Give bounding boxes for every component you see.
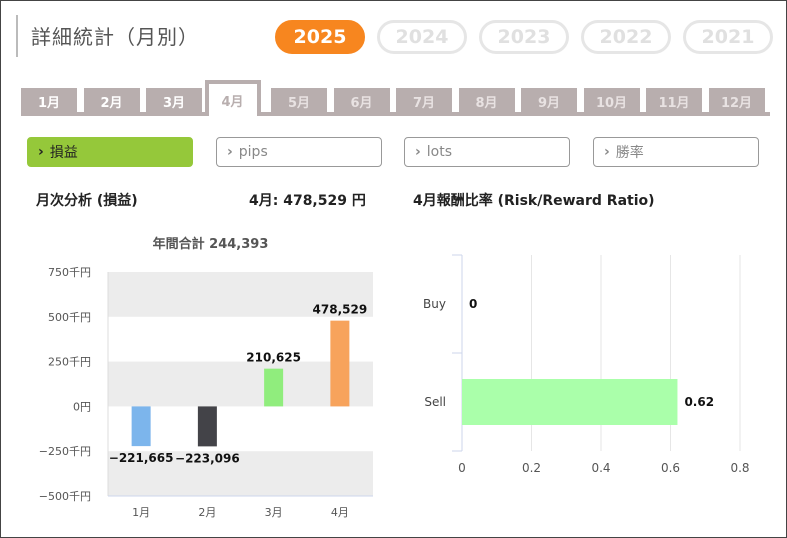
year-pill-2025[interactable]: 2025 <box>275 20 365 54</box>
data-label: −223,096 <box>175 451 240 465</box>
x-tick-label: 3月 <box>265 506 283 519</box>
x-tick-label: 4月 <box>331 506 349 519</box>
y-tick-label: −250千円 <box>39 445 91 458</box>
year-pill-2024[interactable]: 2024 <box>377 20 467 54</box>
grid-band <box>108 451 373 496</box>
month-tabs-baseline <box>21 112 770 116</box>
grid-band <box>108 361 373 407</box>
y-tick-label: 750千円 <box>48 266 91 279</box>
x-tick-label: 2月 <box>198 506 216 519</box>
bar-2[interactable] <box>197 406 217 447</box>
category-label: Buy <box>423 297 446 311</box>
chevron-right-icon: › <box>604 144 610 160</box>
risk-reward-heading: 4月報酬比率 (Risk/Reward Ratio) <box>413 193 655 209</box>
metric-button-win-rate[interactable]: › 勝率 <box>593 137 759 167</box>
bar-4[interactable] <box>330 320 350 407</box>
metric-label: lots <box>426 144 453 160</box>
grid-band <box>108 272 373 317</box>
y-tick-label: 500千円 <box>48 311 91 324</box>
x-tick-label: 0 <box>458 461 466 475</box>
month-tab-3[interactable]: 3月 <box>146 88 202 114</box>
month-tab-12[interactable]: 12月 <box>708 88 765 114</box>
month-tab-5[interactable]: 5月 <box>271 88 327 114</box>
data-label: 0.62 <box>684 395 714 409</box>
monthly-pnl-chart: 年間合計 244,393 750千円 500千円 250千円 0円 −250千円 −500千… <box>39 236 373 519</box>
title-accent-bar <box>16 15 18 57</box>
x-tick-label: 0.4 <box>591 461 610 475</box>
chevron-right-icon: › <box>415 144 421 160</box>
month-tab-8[interactable]: 8月 <box>458 88 515 114</box>
bar-1[interactable] <box>131 406 151 447</box>
month-tab-1[interactable]: 1月 <box>21 88 77 114</box>
month-tabs: 1月 2月 3月 4月 5月 6月 7月 8月 9月 10月 11月 12月 <box>21 80 770 116</box>
metric-label: 損益 <box>49 145 78 161</box>
page-title: 詳細統計（月別） <box>31 25 199 49</box>
metric-label: pips <box>238 144 268 160</box>
category-label: Sell <box>424 395 446 409</box>
y-tick-label: 0円 <box>73 400 91 413</box>
metric-label: 勝率 <box>615 145 644 161</box>
year-pill-2022[interactable]: 2022 <box>581 20 671 54</box>
data-label: 478,529 <box>313 303 368 317</box>
year-pill-2023[interactable]: 2023 <box>479 20 569 54</box>
x-tick-label: 0.8 <box>730 461 749 475</box>
year-selector: 2025 2024 2023 2022 2021 <box>275 20 773 54</box>
month-tab-2[interactable]: 2月 <box>83 88 140 114</box>
x-tick-label: 0.2 <box>522 461 541 475</box>
metric-button-lots[interactable]: › lots <box>404 137 570 167</box>
data-label: 210,625 <box>246 351 301 365</box>
x-tick-label: 1月 <box>132 506 150 519</box>
y-tick-label: −500千円 <box>39 490 91 503</box>
chart-title: 年間合計 244,393 <box>153 236 269 252</box>
risk-reward-chart: 0 0.2 0.4 0.6 0.8 Buy 0 Sell 0.62 <box>423 254 750 475</box>
bar-sell[interactable] <box>462 379 678 425</box>
monthly-analysis-heading: 月次分析 (損益) <box>36 193 138 209</box>
metric-button-pips[interactable]: › pips <box>216 137 382 167</box>
month-tab-10[interactable]: 10月 <box>583 88 640 114</box>
month-tab-4[interactable]: 4月 <box>204 80 261 116</box>
month-tab-9[interactable]: 9月 <box>521 88 577 114</box>
month-total-value: 4月: 478,529 円 <box>249 193 366 209</box>
month-tab-11[interactable]: 11月 <box>646 88 702 114</box>
month-tab-7[interactable]: 7月 <box>396 88 452 114</box>
data-label: −221,665 <box>109 451 174 465</box>
chevron-right-icon: › <box>38 144 44 160</box>
year-pill-2021[interactable]: 2021 <box>683 20 773 54</box>
data-label: 0 <box>469 297 477 311</box>
y-tick-label: 250千円 <box>48 356 91 369</box>
chevron-right-icon: › <box>227 144 233 160</box>
x-tick-label: 0.6 <box>661 461 680 475</box>
metric-button-profit-loss[interactable]: › 損益 <box>27 137 193 167</box>
bar-3[interactable] <box>264 368 284 407</box>
month-tab-6[interactable]: 6月 <box>333 88 390 114</box>
